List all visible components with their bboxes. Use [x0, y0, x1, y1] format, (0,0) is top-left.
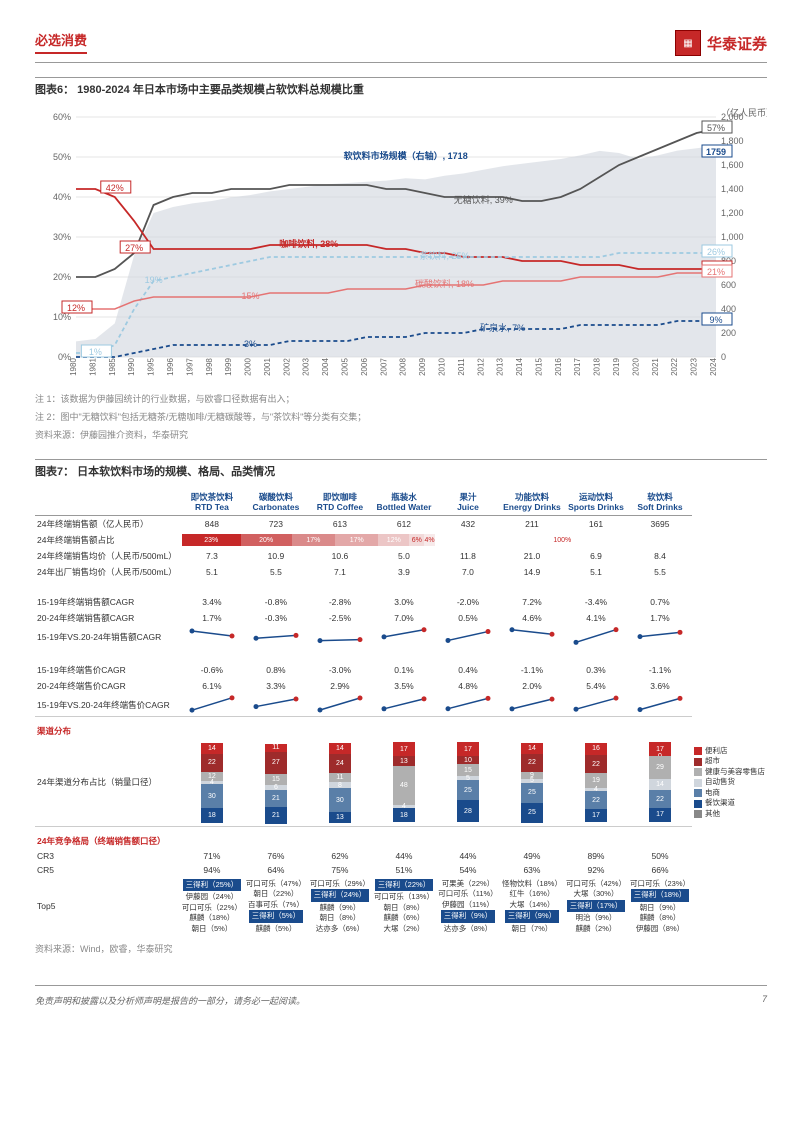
svg-text:26%: 26%: [707, 247, 725, 257]
svg-text:矿泉水, 7%: 矿泉水, 7%: [480, 322, 525, 333]
svg-text:20%: 20%: [53, 272, 71, 282]
svg-text:碳酸饮料, 18%: 碳酸饮料, 18%: [415, 278, 474, 289]
svg-text:2009: 2009: [418, 358, 427, 376]
svg-text:3%: 3%: [244, 339, 257, 349]
svg-text:0: 0: [721, 352, 726, 362]
svg-text:2018: 2018: [593, 358, 602, 376]
svg-text:1%: 1%: [89, 347, 102, 357]
chart6: 0%10%20%30%40%50%60%02004006008001,0001,…: [35, 107, 767, 387]
svg-text:2022: 2022: [670, 358, 679, 376]
svg-text:1998: 1998: [205, 358, 214, 376]
svg-text:1,400: 1,400: [721, 184, 744, 194]
svg-text:咖啡饮料, 28%: 咖啡饮料, 28%: [279, 238, 338, 249]
svg-text:27%: 27%: [125, 243, 143, 253]
chart6-svg: 0%10%20%30%40%50%60%02004006008001,0001,…: [35, 107, 767, 387]
category-label: 必选消费: [35, 30, 87, 54]
svg-text:50%: 50%: [53, 152, 71, 162]
svg-text:2005: 2005: [341, 358, 350, 376]
svg-text:57%: 57%: [707, 123, 725, 133]
disclaimer: 免责声明和披露以及分析师声明是报告的一部分，请务必一起阅读。: [35, 994, 305, 1007]
svg-text:1981: 1981: [88, 358, 97, 376]
svg-text:15%: 15%: [242, 291, 260, 301]
svg-text:无糖饮料, 39%: 无糖饮料, 39%: [454, 194, 513, 205]
svg-text:1990: 1990: [127, 358, 136, 376]
chart7-table: 即饮茶饮料RTD Tea碳酸饮料Carbonates即饮咖啡RTD Coffee…: [35, 489, 767, 936]
svg-text:1996: 1996: [166, 358, 175, 376]
page-number: 7: [762, 994, 767, 1007]
svg-text:2012: 2012: [476, 358, 485, 376]
svg-text:1999: 1999: [224, 358, 233, 376]
svg-text:21%: 21%: [707, 267, 725, 277]
svg-text:1980: 1980: [69, 358, 78, 376]
svg-text:2004: 2004: [321, 358, 330, 376]
svg-text:（亿人民币）: （亿人民币）: [721, 107, 767, 118]
chart6-source: 资料来源：伊藤园推介资料，华泰研究: [35, 428, 767, 441]
page-footer: 免责声明和披露以及分析师声明是报告的一部分，请务必一起阅读。 7: [35, 985, 767, 1007]
brand-block: ▦ 华泰证券: [675, 30, 767, 56]
page-header: 必选消费 ▦ 华泰证券: [35, 30, 767, 63]
svg-text:2002: 2002: [282, 358, 291, 376]
svg-text:2024: 2024: [709, 358, 718, 376]
svg-text:2016: 2016: [554, 358, 563, 376]
svg-text:2017: 2017: [573, 358, 582, 376]
svg-text:2006: 2006: [360, 358, 369, 376]
svg-text:2013: 2013: [496, 358, 505, 376]
svg-text:2023: 2023: [690, 358, 699, 376]
svg-text:200: 200: [721, 328, 736, 338]
svg-text:2003: 2003: [302, 358, 311, 376]
svg-text:2019: 2019: [612, 358, 621, 376]
chart6-note1: 注 1：该数据为伊藤园统计的行业数据，与欧睿口径数据有出入；: [35, 393, 767, 407]
svg-text:9%: 9%: [709, 315, 722, 325]
chart6-title: 图表6： 1980-2024 年日本市场中主要品类规模占软饮料总规模比重: [35, 77, 767, 97]
svg-text:1,600: 1,600: [721, 160, 744, 170]
svg-text:2020: 2020: [631, 358, 640, 376]
svg-text:2010: 2010: [437, 358, 446, 376]
svg-text:茶饮料, 25%: 茶饮料, 25%: [419, 250, 469, 261]
svg-text:12%: 12%: [67, 303, 85, 313]
chart7-source: 资料来源：Wind，欧睿，华泰研究: [35, 942, 767, 955]
svg-text:1995: 1995: [147, 358, 156, 376]
svg-text:42%: 42%: [106, 183, 124, 193]
svg-text:600: 600: [721, 280, 736, 290]
svg-text:2011: 2011: [457, 358, 466, 376]
svg-text:2008: 2008: [399, 358, 408, 376]
svg-text:2000: 2000: [244, 358, 253, 376]
chart7-title: 图表7： 日本软饮料市场的规模、格局、品类情况: [35, 459, 767, 479]
svg-text:2007: 2007: [379, 358, 388, 376]
svg-text:60%: 60%: [53, 112, 71, 122]
svg-text:2001: 2001: [263, 358, 272, 376]
svg-text:1759: 1759: [706, 147, 726, 157]
svg-text:软饮料市场规模（右轴）, 1718: 软饮料市场规模（右轴）, 1718: [344, 150, 468, 161]
svg-text:2021: 2021: [651, 358, 660, 376]
svg-text:1985: 1985: [108, 358, 117, 376]
svg-text:1997: 1997: [185, 358, 194, 376]
brand-logo-icon: ▦: [675, 30, 701, 56]
svg-text:1,000: 1,000: [721, 232, 744, 242]
svg-text:40%: 40%: [53, 192, 71, 202]
svg-text:2015: 2015: [534, 358, 543, 376]
svg-text:1,200: 1,200: [721, 208, 744, 218]
chart6-note2: 注 2：图中"无糖饮料"包括无糖茶/无糖咖啡/无糖碳酸等，与"茶饮料"等分类有交…: [35, 411, 767, 425]
svg-text:30%: 30%: [53, 232, 71, 242]
svg-text:2014: 2014: [515, 358, 524, 376]
brand-name: 华泰证券: [707, 33, 767, 54]
svg-text:19%: 19%: [145, 275, 163, 285]
